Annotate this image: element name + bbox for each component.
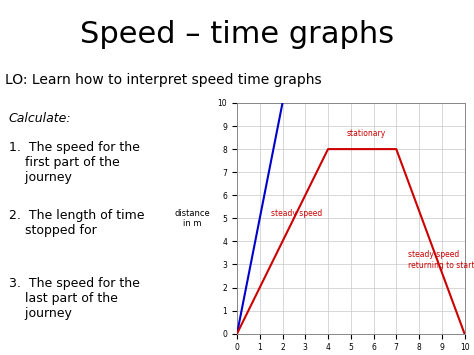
Text: stationary: stationary: [346, 129, 385, 137]
Text: 3.  The speed for the
    last part of the
    journey: 3. The speed for the last part of the jo…: [9, 277, 140, 320]
Text: 1.  The speed for the
    first part of the
    journey: 1. The speed for the first part of the j…: [9, 141, 140, 184]
Text: steady speed
returning to start: steady speed returning to start: [408, 250, 474, 269]
Text: Speed – time graphs: Speed – time graphs: [80, 20, 394, 49]
Text: LO: Learn how to interpret speed time graphs: LO: Learn how to interpret speed time gr…: [5, 73, 321, 87]
Text: Calculate:: Calculate:: [9, 112, 72, 125]
Y-axis label: distance
in m: distance in m: [175, 209, 210, 228]
Text: steady speed: steady speed: [271, 209, 322, 218]
Text: 2.  The length of time
    stopped for: 2. The length of time stopped for: [9, 209, 145, 237]
